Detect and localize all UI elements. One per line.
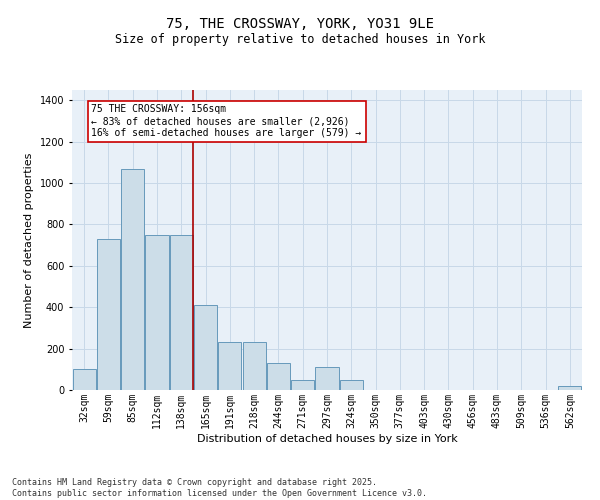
Bar bbox=[340, 380, 363, 390]
Bar bbox=[73, 370, 95, 390]
Bar bbox=[291, 380, 314, 390]
Text: Contains HM Land Registry data © Crown copyright and database right 2025.
Contai: Contains HM Land Registry data © Crown c… bbox=[12, 478, 427, 498]
Bar bbox=[242, 342, 266, 390]
Bar bbox=[316, 367, 338, 390]
Bar bbox=[218, 342, 241, 390]
Bar bbox=[97, 239, 120, 390]
Text: 75 THE CROSSWAY: 156sqm
← 83% of detached houses are smaller (2,926)
16% of semi: 75 THE CROSSWAY: 156sqm ← 83% of detache… bbox=[91, 104, 362, 138]
Bar bbox=[170, 235, 193, 390]
Bar bbox=[267, 363, 290, 390]
Text: 75, THE CROSSWAY, YORK, YO31 9LE: 75, THE CROSSWAY, YORK, YO31 9LE bbox=[166, 18, 434, 32]
Y-axis label: Number of detached properties: Number of detached properties bbox=[24, 152, 34, 328]
Bar bbox=[194, 305, 217, 390]
Bar bbox=[559, 386, 581, 390]
Text: Size of property relative to detached houses in York: Size of property relative to detached ho… bbox=[115, 32, 485, 46]
Bar bbox=[121, 168, 144, 390]
Bar bbox=[145, 235, 169, 390]
X-axis label: Distribution of detached houses by size in York: Distribution of detached houses by size … bbox=[197, 434, 457, 444]
